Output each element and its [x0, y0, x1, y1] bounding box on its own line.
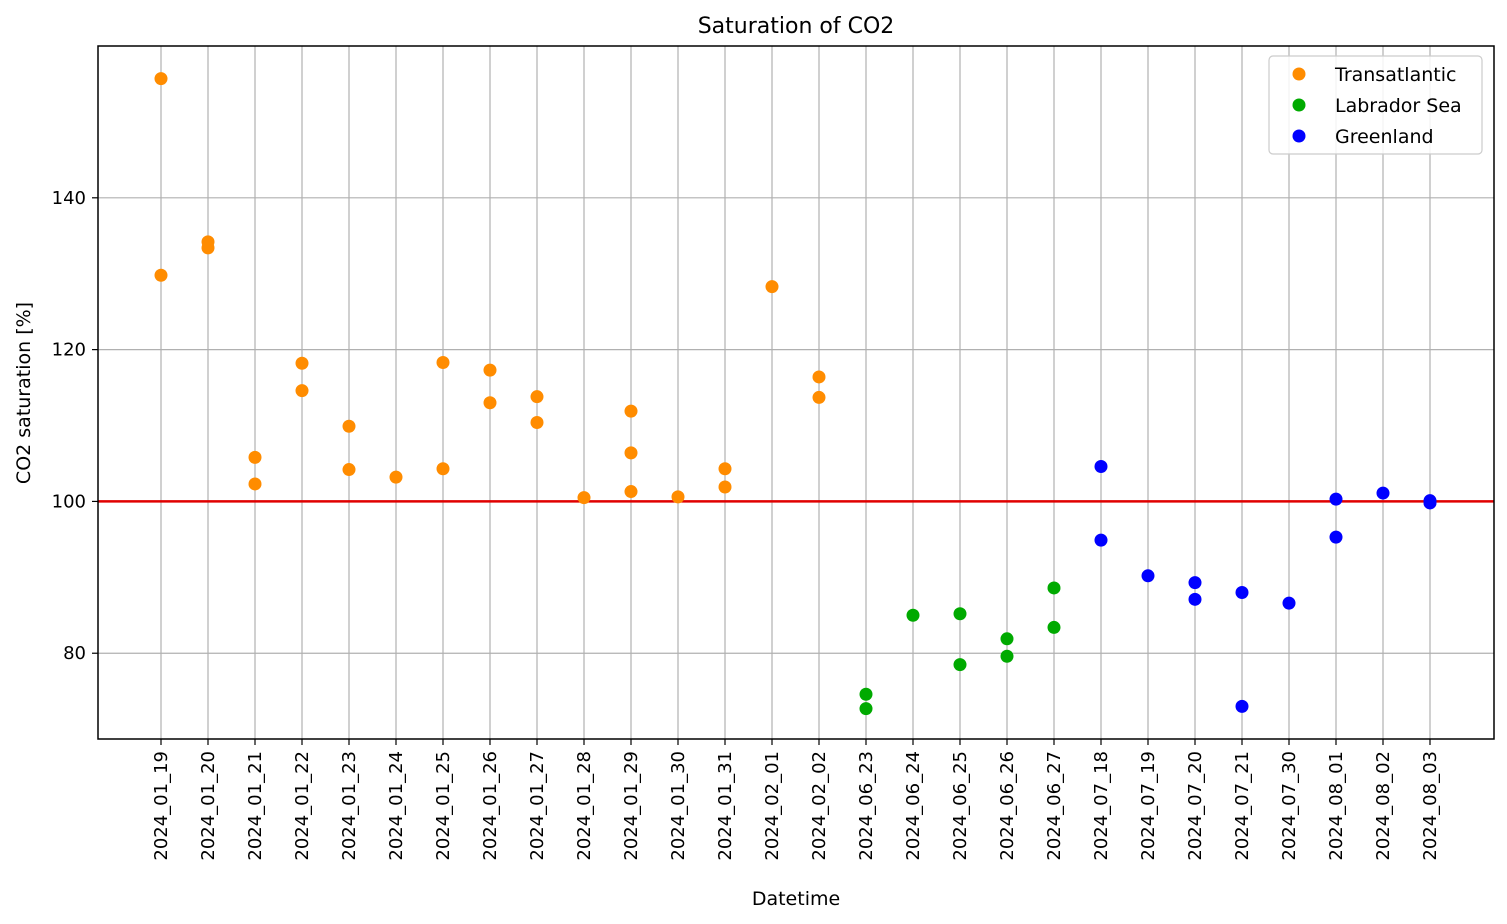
x-tick-label: 2024_06_25	[950, 751, 971, 861]
data-point	[671, 490, 685, 504]
legend-marker	[1292, 129, 1306, 143]
x-tick-label: 2024_06_26	[997, 751, 1018, 861]
grid-lines	[98, 46, 1494, 739]
data-point	[154, 268, 168, 282]
data-point	[624, 446, 638, 460]
y-tick-label: 120	[52, 340, 86, 361]
data-point	[1282, 596, 1296, 610]
data-point	[812, 370, 826, 384]
legend-label: Greenland	[1335, 126, 1434, 148]
series-labrador-sea	[859, 581, 1061, 716]
legend-label: Transatlantic	[1334, 64, 1456, 86]
x-tick-label: 2024_02_01	[762, 751, 783, 861]
x-tick-label: 2024_01_22	[292, 751, 313, 861]
data-point	[530, 390, 544, 404]
data-point	[624, 485, 638, 499]
data-point	[718, 462, 732, 476]
data-point	[436, 462, 450, 476]
x-tick-label: 2024_01_26	[480, 751, 501, 861]
series-greenland	[1094, 460, 1437, 713]
y-axis-label: CO2 saturation [%]	[13, 302, 35, 484]
x-tick-label: 2024_06_23	[856, 751, 877, 861]
data-point	[1235, 586, 1249, 600]
data-point	[295, 356, 309, 370]
series-transatlantic	[154, 72, 826, 505]
x-tick-label: 2024_02_02	[809, 751, 830, 861]
data-point	[436, 356, 450, 370]
chart-title: Saturation of CO2	[698, 14, 895, 39]
x-tick-label: 2024_08_02	[1373, 751, 1394, 861]
data-point	[295, 384, 309, 398]
plot-frame	[97, 45, 1495, 740]
data-point	[154, 72, 168, 86]
x-tick-label: 2024_01_25	[433, 751, 454, 861]
data-point	[906, 608, 920, 622]
data-point	[1188, 592, 1202, 606]
data-point	[389, 470, 403, 484]
x-tick-label: 2024_08_03	[1420, 751, 1441, 861]
data-point	[1094, 460, 1108, 474]
x-tick-label: 2024_07_20	[1185, 751, 1206, 861]
y-tick-label: 100	[52, 491, 86, 512]
y-tick-label: 80	[63, 643, 86, 664]
data-point	[624, 404, 638, 418]
data-point	[342, 463, 356, 477]
x-tick-label: 2024_07_18	[1091, 751, 1112, 861]
data-point	[765, 280, 779, 294]
x-tick-label: 2024_01_27	[527, 751, 548, 861]
x-tick-label: 2024_01_19	[151, 751, 172, 861]
data-point	[1047, 620, 1061, 634]
legend-label: Labrador Sea	[1335, 95, 1462, 117]
x-tick-label: 2024_08_01	[1326, 751, 1347, 861]
data-point	[1329, 492, 1343, 506]
x-tick-label: 2024_01_31	[715, 751, 736, 861]
data-point	[1141, 569, 1155, 583]
data-points	[154, 72, 1437, 716]
x-tick-label: 2024_07_30	[1279, 751, 1300, 861]
data-point	[1329, 530, 1343, 544]
data-point	[859, 687, 873, 701]
data-point	[342, 419, 356, 433]
data-point	[1235, 699, 1249, 713]
x-tick-label: 2024_01_23	[339, 751, 360, 861]
data-point	[953, 658, 967, 672]
data-point	[248, 450, 262, 464]
data-point	[201, 241, 215, 255]
x-tick-label: 2024_06_27	[1044, 751, 1065, 861]
data-point	[812, 390, 826, 404]
data-point	[483, 396, 497, 410]
x-axis: 2024_01_19 2024_01_20 2024_01_21 2024_01_22…	[151, 739, 1441, 861]
legend: Transatlantic Labrador Sea Greenland	[1268, 55, 1483, 155]
x-axis-label: Datetime	[752, 888, 840, 910]
data-point	[1047, 581, 1061, 595]
legend-marker	[1292, 67, 1306, 81]
data-point	[1423, 496, 1437, 510]
data-point	[859, 702, 873, 716]
x-tick-label: 2024_01_29	[621, 751, 642, 861]
data-point	[530, 415, 544, 429]
data-point	[1376, 486, 1390, 500]
legend-marker	[1292, 98, 1306, 112]
x-tick-label: 2024_01_30	[668, 751, 689, 861]
x-tick-label: 2024_06_24	[903, 751, 924, 861]
data-point	[953, 607, 967, 621]
x-tick-label: 2024_01_20	[198, 751, 219, 861]
data-point	[1000, 649, 1014, 663]
x-tick-label: 2024_01_21	[245, 751, 266, 861]
data-point	[577, 491, 591, 505]
data-point	[483, 363, 497, 377]
x-tick-label: 2024_01_28	[574, 751, 595, 861]
y-tick-label: 140	[52, 188, 86, 209]
x-tick-label: 2024_07_21	[1232, 751, 1253, 861]
data-point	[1188, 576, 1202, 590]
data-point	[248, 477, 262, 491]
data-point	[1000, 632, 1014, 646]
x-tick-label: 2024_01_24	[386, 751, 407, 861]
x-tick-label: 2024_07_19	[1138, 751, 1159, 861]
data-point	[718, 480, 732, 494]
data-point	[1094, 533, 1108, 547]
legend-box	[1268, 55, 1483, 155]
y-axis: 80 100 120 140	[52, 188, 98, 664]
